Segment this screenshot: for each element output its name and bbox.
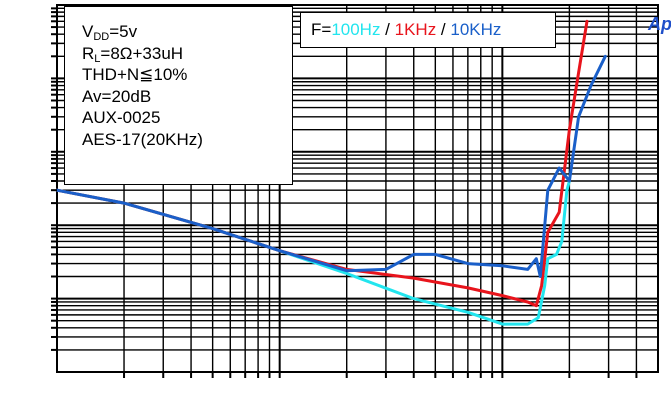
plot-frame xyxy=(56,4,659,373)
legend-entry-100hz: 100Hz xyxy=(331,20,381,39)
condition-vdd: VDD=5v xyxy=(82,22,138,43)
legend-entry-1khz: 1KHz xyxy=(394,20,437,39)
grid xyxy=(56,4,659,373)
series-line-10khz xyxy=(55,54,607,278)
condition-rl: RL=8Ω+33uH xyxy=(82,43,184,65)
frequency-legend: F=100Hz / 1KHz / 10KHz xyxy=(300,12,556,48)
series-layer xyxy=(55,19,607,326)
freq-legend-prefix: F= xyxy=(311,20,332,39)
brand-logo: Ap xyxy=(648,14,671,34)
condition-thd: THD+N≦10% xyxy=(82,65,188,84)
legend-entry-10khz: 10KHz xyxy=(450,20,502,39)
conditions-legend: VDD=5v RL=8Ω+33uH THD+N≦10% Av=20dB AUX-… xyxy=(64,6,293,185)
freq-legend-sep: / xyxy=(380,20,395,39)
condition-filter: AUX-0025 xyxy=(82,108,161,127)
freq-legend-sep: / xyxy=(436,20,451,39)
tick-marks xyxy=(51,7,638,378)
condition-bandwidth: AES-17(20KHz) xyxy=(82,129,203,149)
condition-gain: Av=20dB xyxy=(82,86,152,106)
